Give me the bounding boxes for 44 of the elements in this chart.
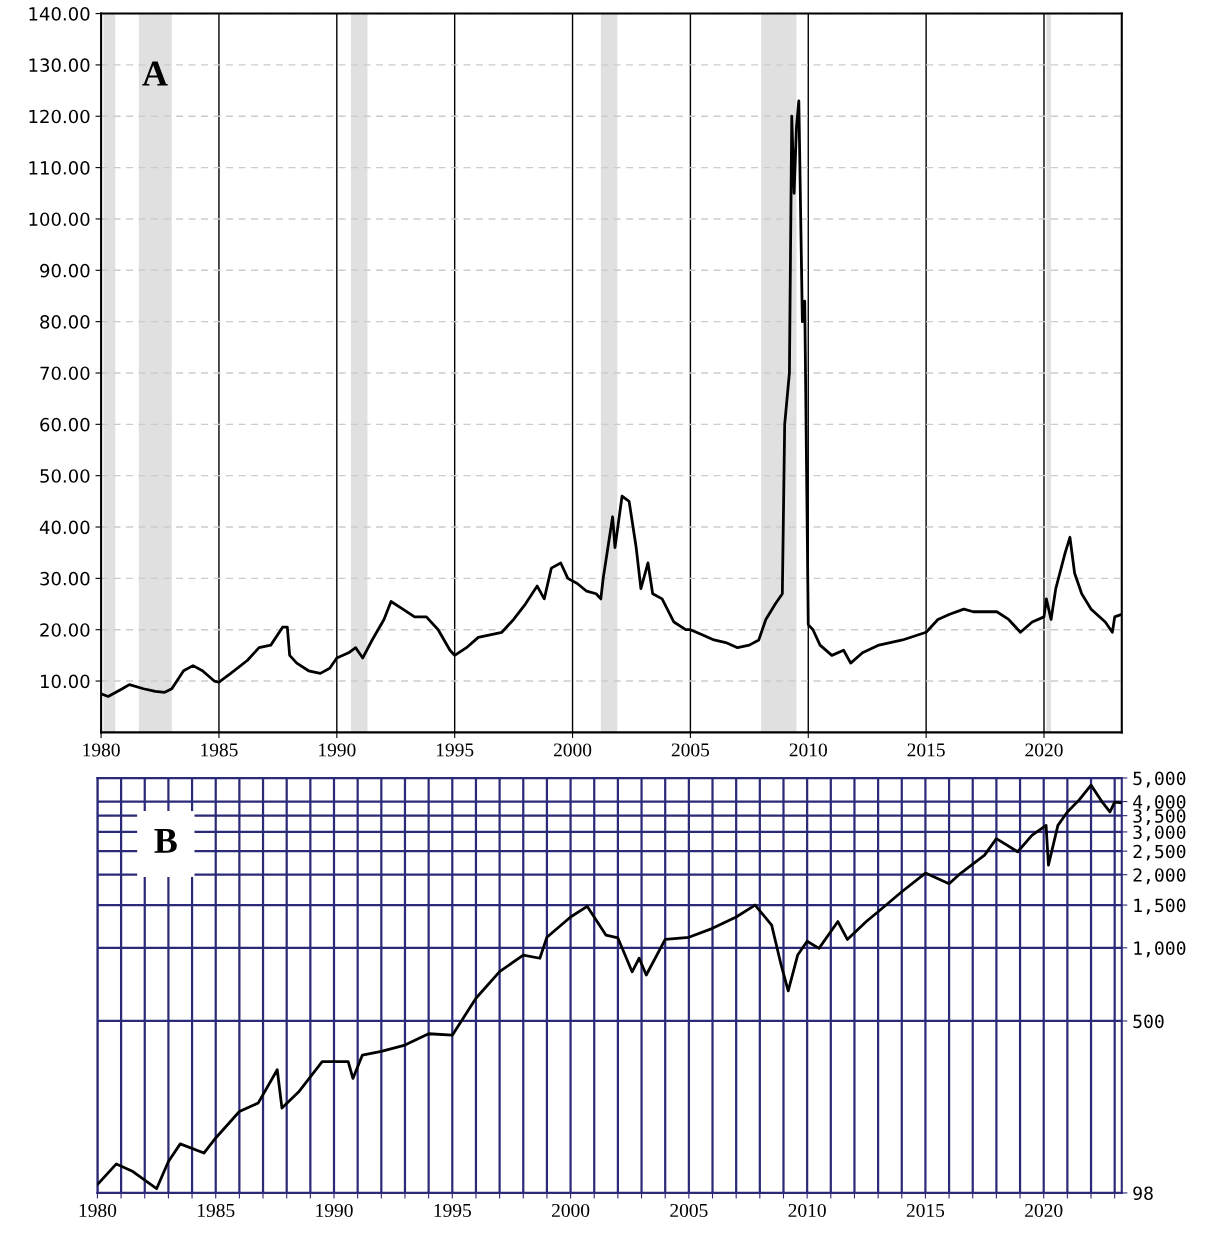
x-tick-label: 2015 [906,1203,945,1218]
y-tick-label: 3,500 [1133,809,1186,826]
x-tick-label: 2000 [551,1203,590,1218]
y-tick-label: 2,500 [1133,844,1186,861]
y-tick-label: 90.00 [40,263,90,278]
x-tick-label: 1995 [434,1203,471,1218]
y-tick-label: 60.00 [40,417,90,432]
x-tick-label: 2005 [670,1203,708,1218]
x-tick-label: 1985 [201,743,238,757]
y-tick-label: 70.00 [40,366,90,381]
y-tick-label: 4,000 [1133,795,1186,812]
x-tick-label: 1985 [197,1203,235,1218]
y-tick-label: 1,000 [1134,941,1186,958]
y-tick-label: 1,500 [1134,898,1186,915]
y-tick-label: 110.00 [29,161,90,175]
y-tick-label: 100.00 [29,212,90,227]
x-tick-label: 1990 [316,1203,353,1218]
y-tick-label: 10.00 [40,674,90,689]
y-tick-label: 50.00 [40,469,90,483]
annotation: B [154,829,177,853]
x-tick-label: 2015 [907,743,945,757]
y-tick-label: 98 [1133,1186,1153,1201]
y-tick-label: 140.00 [29,7,90,21]
x-tick-label: 2010 [788,1203,826,1218]
x-tick-label: 1980 [79,1203,117,1218]
y-tick-label: 2,000 [1133,868,1186,885]
y-tick-label: 3,000 [1133,825,1186,842]
x-tick-label: 2020 [1025,1203,1063,1218]
y-tick-label: 130.00 [29,58,90,73]
y-tick-label: 5,000 [1133,771,1186,788]
x-tick-label: 2005 [671,743,710,757]
x-tick-label: 2000 [553,743,592,757]
y-tick-label: 120.00 [29,109,90,124]
x-tick-label: 1980 [83,743,120,757]
y-tick-label: 40.00 [39,520,90,535]
x-tick-label: 2010 [789,743,827,757]
x-tick-label: 1995 [436,743,474,757]
x-tick-label: 1990 [319,743,356,757]
y-tick-label: 500 [1133,1014,1164,1029]
y-tick-label: 30.00 [40,571,90,586]
x-tick-label: 2020 [1025,743,1063,757]
y-tick-label: 20.00 [40,623,90,637]
annotation: A [142,61,168,86]
y-tick-label: 80.00 [40,315,90,329]
